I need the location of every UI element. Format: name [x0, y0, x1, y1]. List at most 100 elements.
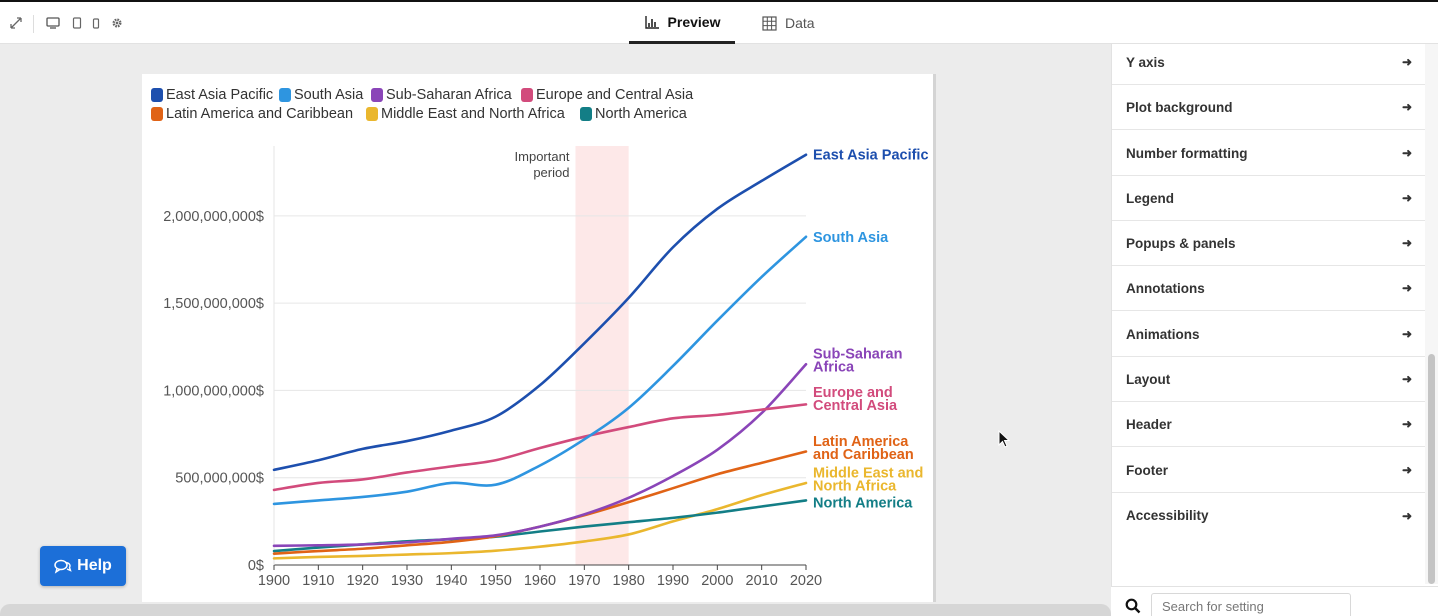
setting-label: Animations	[1126, 326, 1200, 342]
setting-label: Popups & panels	[1126, 235, 1236, 251]
bar-chart-icon	[644, 15, 659, 29]
series-end-label: East Asia Pacific	[813, 148, 929, 164]
series-end-label: Central Asia	[813, 398, 898, 414]
legend-item[interactable]: Latin America and Caribbean	[151, 106, 353, 122]
setting-accessibility[interactable]: Accessibility ➜	[1112, 493, 1426, 538]
y-tick-label: 2,000,000,000$	[163, 209, 264, 225]
setting-layout[interactable]: Layout ➜	[1112, 357, 1426, 402]
setting-animations[interactable]: Animations ➜	[1112, 312, 1426, 357]
top-toolbar: Preview Data	[0, 0, 1438, 44]
help-button[interactable]: Help	[40, 546, 126, 586]
arrow-right-icon: ➜	[1401, 100, 1412, 114]
search-input[interactable]	[1151, 593, 1351, 616]
legend-swatch	[580, 107, 592, 121]
legend-label: Europe and Central Asia	[536, 87, 694, 103]
series-end-label: Latin America	[813, 434, 909, 450]
legend-swatch	[151, 107, 163, 121]
setting-header[interactable]: Header ➜	[1112, 402, 1426, 447]
x-tick-label: 1990	[657, 573, 689, 589]
y-tick-label: 0$	[248, 558, 264, 574]
legend-label: South Asia	[294, 87, 364, 103]
legend-item[interactable]: South Asia	[279, 87, 363, 103]
bottom-edge	[0, 604, 1111, 616]
tab-preview-label: Preview	[667, 13, 721, 30]
setting-label: Header	[1126, 416, 1172, 432]
settings-panel: Y axis ➜ Plot background ➜ Number formatti…	[1111, 44, 1438, 616]
x-tick-label: 2020	[790, 573, 822, 589]
series-line	[272, 235, 808, 506]
y-tick-label: 500,000,000$	[175, 471, 264, 487]
legend-item[interactable]: East Asia Pacific	[151, 87, 273, 103]
arrow-right-icon: ➜	[1401, 146, 1412, 160]
legend-label: Middle East and North Africa	[381, 106, 565, 122]
x-tick-label: 1930	[391, 573, 423, 589]
legend-label: Latin America and Caribbean	[166, 106, 354, 122]
setting-legend[interactable]: Legend ➜	[1112, 176, 1426, 221]
mouse-cursor-icon	[998, 430, 1011, 448]
tab-preview[interactable]: Preview	[629, 2, 735, 44]
setting-y-axis[interactable]: Y axis ➜	[1112, 40, 1426, 85]
legend-label: North America	[595, 106, 687, 122]
help-label: Help	[77, 557, 112, 574]
tab-data-label: Data	[785, 15, 815, 31]
tab-data[interactable]: Data	[762, 2, 815, 44]
setting-label: Accessibility	[1126, 508, 1209, 523]
desktop-icon[interactable]	[46, 16, 60, 30]
chat-bubbles-icon	[54, 559, 72, 574]
series-end-label: North Africa	[813, 478, 897, 494]
arrow-right-icon: ➜	[1401, 327, 1412, 341]
expand-icon[interactable]	[9, 16, 23, 30]
legend-label: East Asia Pacific	[166, 87, 274, 103]
arrow-right-icon: ➜	[1401, 508, 1412, 523]
arrow-right-icon: ➜	[1401, 191, 1412, 205]
series-line	[272, 481, 808, 560]
setting-label: Plot background	[1126, 99, 1233, 115]
setting-plot-background[interactable]: Plot background ➜	[1112, 85, 1426, 130]
legend-swatch	[151, 88, 163, 102]
arrow-right-icon: ➜	[1401, 372, 1412, 386]
legend-item[interactable]: North America	[580, 106, 687, 122]
x-tick-label: 1970	[568, 573, 600, 589]
series-end-label: Sub-Saharan	[813, 347, 902, 363]
mobile-icon[interactable]	[89, 16, 103, 30]
legend-item[interactable]: Middle East and North Africa	[366, 106, 565, 122]
series-line	[272, 362, 808, 548]
gear-icon[interactable]	[110, 16, 124, 30]
search-icon	[1125, 598, 1141, 614]
arrow-right-icon: ➜	[1401, 463, 1412, 477]
series-line	[272, 153, 808, 472]
legend-item[interactable]: Europe and Central Asia	[521, 87, 693, 103]
setting-annotations[interactable]: Annotations ➜	[1112, 266, 1426, 311]
arrow-right-icon: ➜	[1401, 55, 1412, 69]
x-tick-label: 1980	[613, 573, 645, 589]
legend-item[interactable]: Sub-Saharan Africa	[371, 87, 512, 103]
setting-number-formatting[interactable]: Number formatting ➜	[1112, 131, 1426, 176]
settings-scrollbar[interactable]	[1425, 44, 1438, 584]
x-tick-label: 1950	[480, 573, 512, 589]
y-tick-label: 1,000,000,000$	[163, 383, 264, 399]
series-line	[272, 403, 808, 492]
chart-canvas: East Asia Pacific South Asia Sub-Saharan…	[142, 74, 936, 602]
x-tick-label: 2000	[701, 573, 733, 589]
scrollbar-thumb[interactable]	[1428, 354, 1435, 584]
legend-swatch	[279, 88, 291, 102]
arrow-right-icon: ➜	[1401, 281, 1412, 295]
series-end-label: Middle East and	[813, 465, 923, 481]
table-icon	[762, 15, 777, 31]
tablet-icon[interactable]	[70, 16, 84, 30]
setting-label: Legend	[1126, 190, 1175, 206]
x-tick-label: 1910	[302, 573, 334, 589]
setting-label: Footer	[1126, 462, 1168, 478]
setting-label: Annotations	[1126, 280, 1205, 296]
y-tick-label: 1,500,000,000$	[163, 296, 264, 312]
setting-label: Number formatting	[1126, 145, 1248, 161]
annotation-label: period	[533, 165, 569, 180]
setting-footer[interactable]: Footer ➜	[1112, 448, 1426, 493]
x-tick-label: 1940	[435, 573, 467, 589]
x-tick-label: 1960	[524, 573, 556, 589]
setting-popups-panels[interactable]: Popups & panels ➜	[1112, 221, 1426, 266]
toolbar-divider	[33, 15, 34, 33]
legend-swatch	[521, 88, 533, 102]
setting-label: Y axis	[1126, 54, 1165, 70]
